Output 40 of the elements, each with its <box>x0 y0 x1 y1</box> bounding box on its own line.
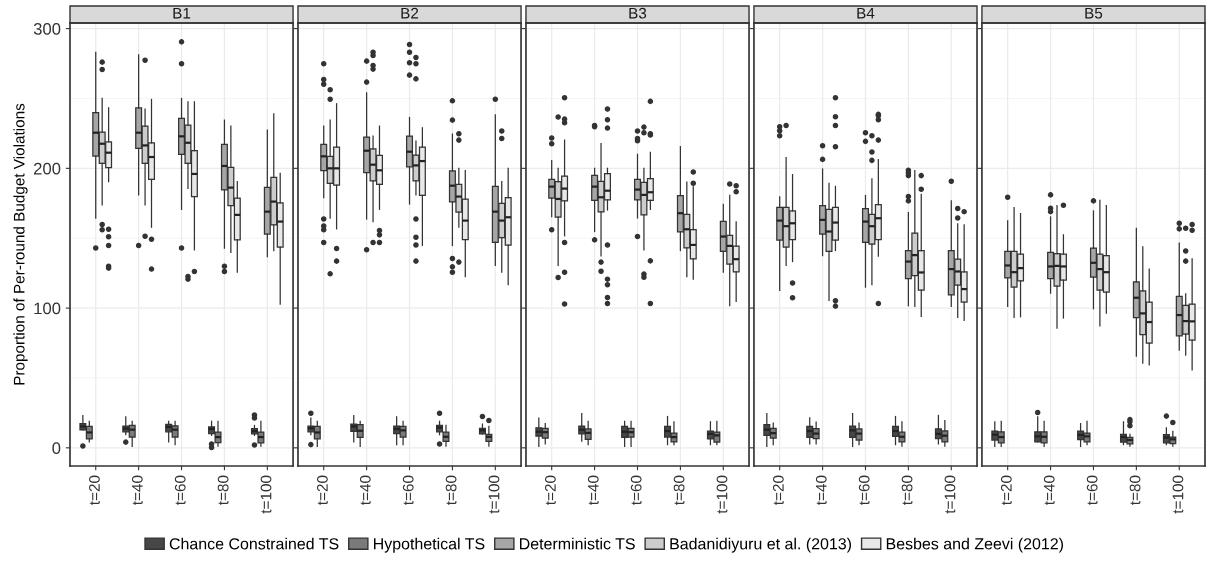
x-tick-label: t=20 <box>89 475 100 505</box>
legend-label: Deterministic TS <box>520 537 635 550</box>
chart-title: B2 <box>401 7 419 19</box>
chart-title: B5 <box>1085 7 1103 19</box>
x-tick-label: t=40 <box>587 475 599 505</box>
legend-label: Besbes and Zeevi (2012) <box>886 537 1063 553</box>
x-tick-label: t=40 <box>1043 475 1055 505</box>
x-tick-label: t=80 <box>901 475 913 505</box>
chart-title: B1 <box>173 7 191 19</box>
x-tick-label: t=80 <box>445 475 457 505</box>
legend-label: Hypothetical TS <box>374 537 485 553</box>
x-tick-label: t=100 <box>260 475 272 514</box>
x-tick-label: t=100 <box>1172 475 1184 514</box>
x-tick-label: t=40 <box>815 475 827 505</box>
x-tick-label: t=100 <box>944 475 956 514</box>
legend-label: Badanidiyuru et al. (2013) <box>670 537 852 553</box>
y-tick-label: 300 <box>33 22 61 35</box>
chart-title: B4 <box>857 7 875 19</box>
x-tick-label: t=40 <box>131 475 143 505</box>
x-tick-label: t=60 <box>858 475 870 505</box>
x-tick-label: t=60 <box>630 475 642 505</box>
x-tick-label: t=80 <box>673 475 685 505</box>
y-tick-label: 100 <box>34 302 61 315</box>
x-tick-label: t=80 <box>217 475 229 505</box>
x-tick-label: t=20 <box>772 475 784 505</box>
x-tick-label: t=80 <box>1129 475 1141 505</box>
legend-label: Chance Constrained TS <box>169 537 339 550</box>
x-tick-label: t=100 <box>716 475 728 514</box>
y-tick-label: 200 <box>34 162 61 175</box>
x-tick-label: t=100 <box>488 475 500 514</box>
chart-title: B3 <box>629 7 647 19</box>
y-tick-label: 0 <box>52 442 61 455</box>
x-tick-label: t=40 <box>359 475 371 505</box>
x-tick-label: t=60 <box>402 475 414 505</box>
x-tick-label: t=20 <box>1000 475 1012 505</box>
x-tick-label: t=20 <box>544 475 556 505</box>
x-tick-label: t=20 <box>317 475 328 505</box>
y-axis-title: Proportion of Per-round Budget Violations <box>13 103 28 385</box>
x-tick-label: t=60 <box>174 475 186 505</box>
x-tick-label: t=60 <box>1086 475 1098 505</box>
